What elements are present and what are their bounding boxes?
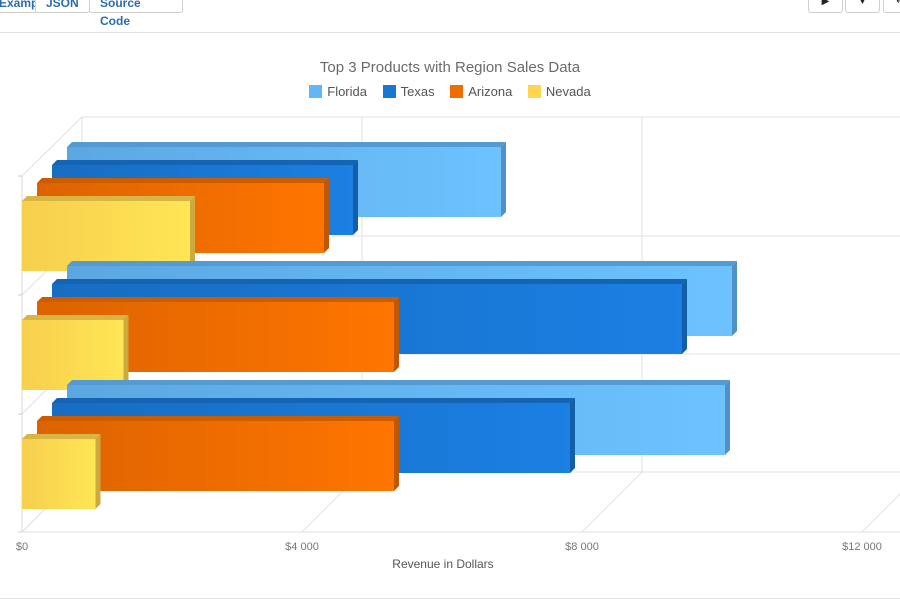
bar-side-face (501, 142, 506, 217)
bar-top-face (37, 416, 399, 421)
bar-side-face (394, 297, 399, 372)
bar-front-face (22, 201, 190, 271)
bar-nevada (22, 196, 195, 271)
bar-top-face (22, 434, 101, 439)
edit-button[interactable]: ↩ (883, 0, 900, 13)
bar-top-face (52, 160, 358, 165)
bar-top-face (37, 178, 329, 183)
legend-swatch-florida (309, 85, 323, 98)
legend-item-arizona[interactable]: Arizona (450, 84, 512, 99)
play-icon: ▶ (821, 0, 830, 7)
bar-side-face (324, 178, 329, 253)
download-button[interactable]: ▼ (845, 0, 880, 13)
bar-nevada (22, 315, 129, 390)
grid-line (861, 493, 900, 533)
grid-line (21, 116, 83, 177)
x-tick-label: $8 000 (565, 541, 599, 553)
bar-top-face (67, 261, 737, 266)
bar-top-face (52, 398, 575, 403)
bar-top-face (67, 142, 506, 147)
edit-icon: ↩ (896, 0, 900, 7)
bar-top-face (52, 279, 687, 284)
footer-divider (0, 598, 900, 599)
legend-swatch-texas (382, 85, 396, 98)
x-tick-label: $4 000 (285, 541, 319, 553)
bar-front-face (22, 439, 96, 509)
x-axis-label: Revenue in Dollars (392, 557, 494, 571)
download-icon: ▼ (857, 0, 868, 7)
x-tick-label: $12 000 (842, 541, 882, 553)
grid-line (581, 471, 643, 533)
chart-title: Top 3 Products with Region Sales Data (319, 59, 581, 76)
bar-top-face (67, 380, 730, 385)
bar-nevada (22, 434, 101, 509)
bar-side-face (394, 416, 399, 491)
toolbar: Example JSON Source Code ▶ ▼ ↩ (0, 0, 900, 33)
bar-top-face (22, 315, 129, 320)
legend-item-texas[interactable]: Texas (382, 84, 435, 99)
bar-side-face (190, 196, 195, 271)
chart-legend: Florida Texas Arizona Nevada (0, 84, 900, 99)
bar-side-face (570, 398, 575, 473)
bar-side-face (95, 434, 101, 509)
bar-top-face (22, 196, 195, 201)
legend-item-nevada[interactable]: Nevada (527, 84, 591, 99)
x-tick-label: $0 (15, 541, 29, 553)
legend-swatch-nevada (527, 85, 541, 98)
bar-side-face (725, 380, 730, 455)
bar-side-face (123, 315, 129, 390)
play-button[interactable]: ▶ (808, 0, 843, 13)
bar-side-face (682, 279, 687, 354)
legend-swatch-arizona (450, 85, 464, 98)
tab-source-code[interactable]: Source Code (89, 0, 183, 28)
bar-top-face (37, 297, 399, 302)
bar-side-face (732, 261, 737, 336)
bar-side-face (353, 160, 358, 235)
legend-item-florida[interactable]: Florida (309, 84, 367, 99)
chart-bars (22, 142, 737, 509)
bar-front-face (22, 320, 124, 390)
